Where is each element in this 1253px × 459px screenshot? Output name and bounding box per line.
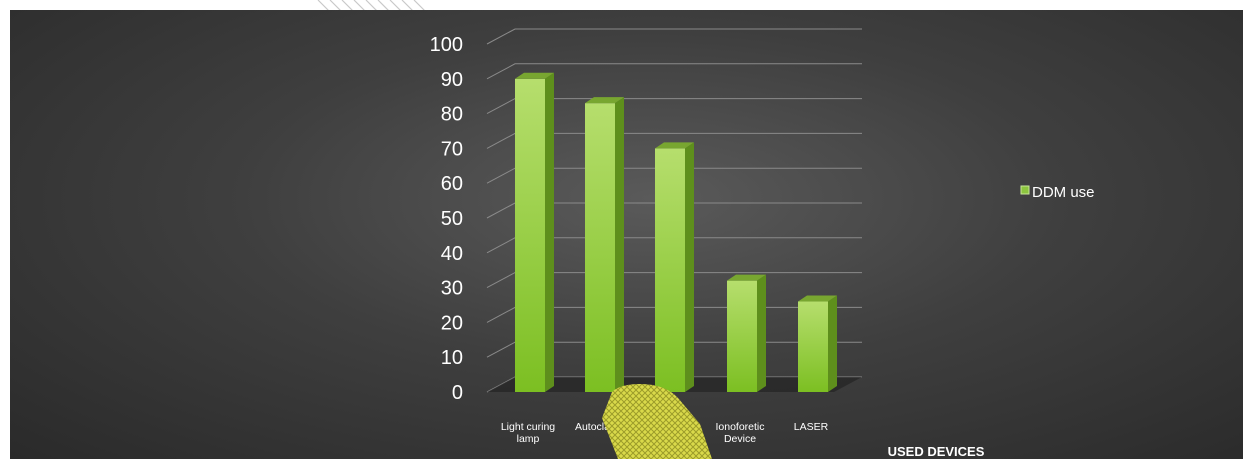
cursor-overlay-marker [602, 384, 712, 459]
x-tick-label: Ionoforetic Device [715, 421, 764, 445]
bar-top [585, 97, 624, 104]
bar-side [685, 142, 694, 392]
bar-side [828, 295, 837, 392]
y-axis-ticks: 0 10 20 30 40 50 60 70 80 90 100 [430, 34, 463, 404]
bar-top [655, 142, 694, 149]
y-tick-label: 20 [441, 312, 463, 334]
bar-2 [585, 97, 624, 392]
legend-label: DDM use [1032, 184, 1095, 201]
bar-front [727, 280, 757, 392]
grid-line [486, 63, 862, 80]
y-tick-label: 60 [441, 173, 463, 195]
bar-side [757, 274, 766, 392]
bar-top [515, 72, 554, 79]
y-tick-label: 40 [441, 243, 463, 265]
y-tick-label: 70 [441, 138, 463, 160]
bar-front [515, 78, 545, 393]
bar-3 [655, 142, 694, 392]
bars [515, 72, 837, 393]
y-tick-label: 50 [441, 208, 463, 230]
bar-side [615, 97, 624, 392]
y-tick-label: 90 [441, 69, 463, 91]
bar-front [585, 103, 615, 392]
bar-1 [515, 72, 554, 393]
bar-front [655, 148, 685, 392]
x-axis-title: USED DEVICES [888, 444, 985, 459]
bar-side [545, 72, 554, 393]
grid-line [486, 28, 862, 45]
y-tick-label: 100 [430, 34, 463, 56]
bar-top [727, 274, 766, 281]
legend-swatch [1020, 185, 1030, 195]
bar-4 [727, 274, 766, 392]
bar-5 [798, 295, 837, 392]
y-tick-label: 0 [452, 382, 463, 404]
bar-top [798, 295, 837, 302]
x-tick-label: Light curing lamp [501, 421, 555, 445]
legend: DDM use [1020, 184, 1095, 201]
bar-front [798, 301, 828, 392]
y-tick-label: 80 [441, 104, 463, 126]
y-tick-label: 10 [441, 347, 463, 369]
x-tick-label: LASER [794, 421, 829, 433]
y-tick-label: 30 [441, 278, 463, 300]
